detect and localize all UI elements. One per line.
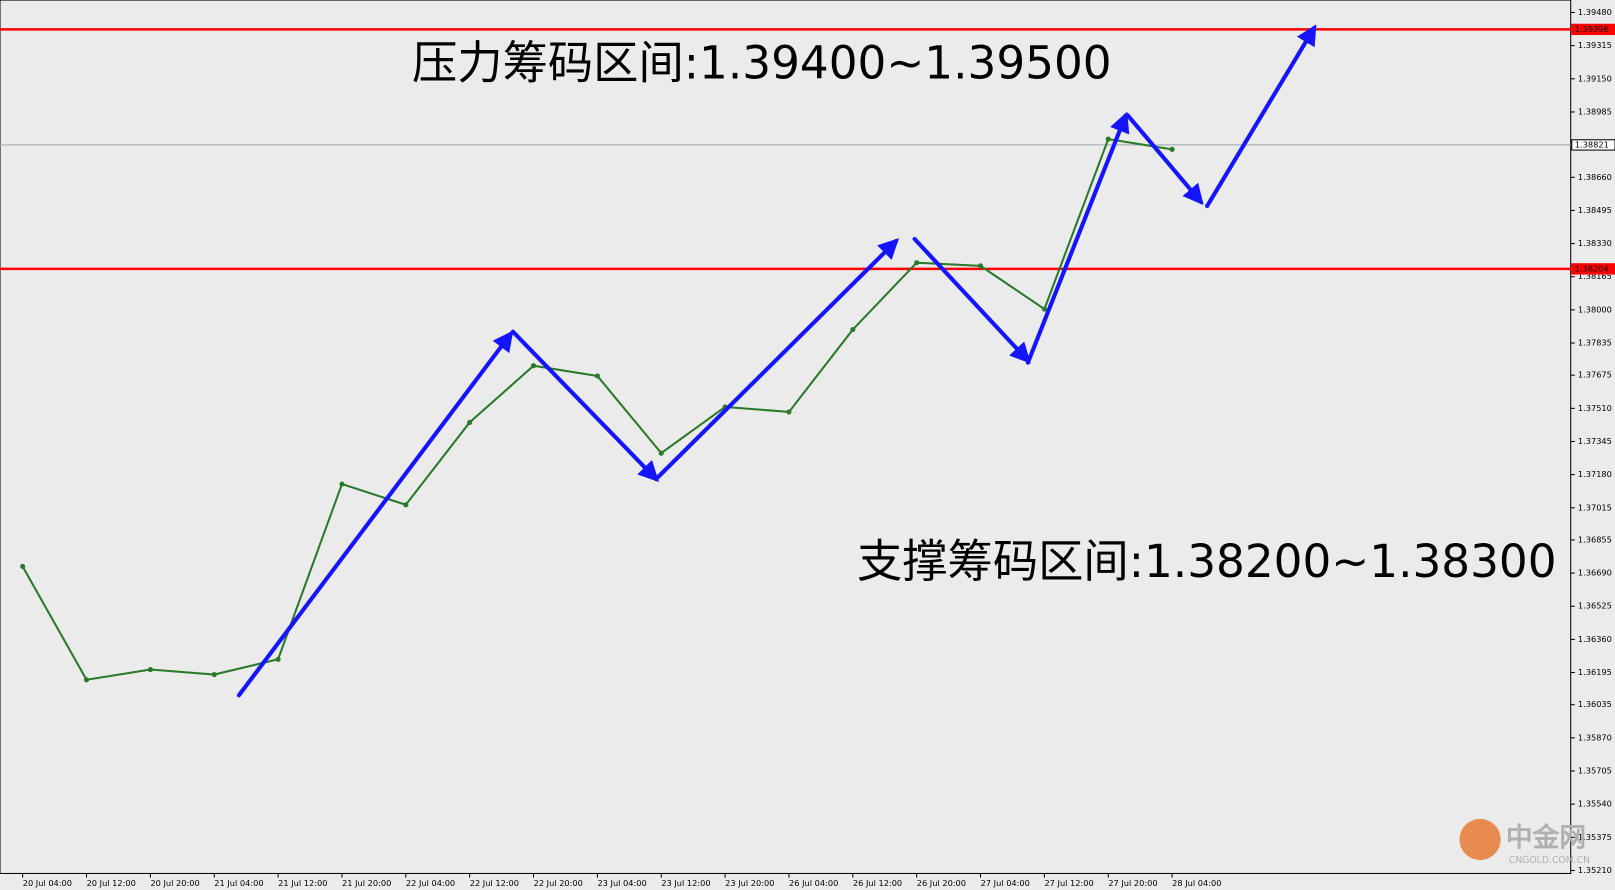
price-point bbox=[914, 260, 920, 266]
price-point bbox=[1169, 146, 1175, 152]
y-tick-label: 1.39480 bbox=[1578, 7, 1612, 17]
price-point bbox=[467, 419, 473, 425]
watermark: 中金网 bbox=[1506, 822, 1586, 854]
y-tick-label: 1.36525 bbox=[1578, 601, 1612, 611]
x-tick-label: 20 Jul 04:00 bbox=[23, 878, 72, 888]
y-tick-label: 1.38000 bbox=[1578, 304, 1612, 314]
y-tick-label: 1.35210 bbox=[1578, 865, 1612, 875]
x-tick-label: 27 Jul 12:00 bbox=[1044, 878, 1093, 888]
price-point bbox=[1105, 136, 1111, 142]
x-tick-label: 22 Jul 12:00 bbox=[470, 878, 519, 888]
y-tick-label: 1.35705 bbox=[1578, 765, 1612, 775]
y-tick-label: 1.37015 bbox=[1578, 502, 1612, 512]
x-tick-label: 21 Jul 12:00 bbox=[278, 878, 327, 888]
x-tick-label: 27 Jul 04:00 bbox=[981, 878, 1030, 888]
price-point bbox=[403, 502, 409, 508]
y-tick-label: 1.38330 bbox=[1578, 238, 1612, 248]
price-point bbox=[594, 373, 600, 379]
y-tick-label: 1.36360 bbox=[1578, 634, 1612, 644]
x-tick-label: 27 Jul 20:00 bbox=[1108, 878, 1157, 888]
resistance-annotation: 压力筹码区间:1.39400~1.39500 bbox=[412, 36, 1112, 89]
x-tick-label: 20 Jul 12:00 bbox=[87, 878, 136, 888]
y-tick-label: 1.35375 bbox=[1578, 832, 1612, 842]
x-tick-label: 23 Jul 04:00 bbox=[597, 878, 646, 888]
price-point bbox=[83, 677, 90, 683]
watermark-sub: CNGOLD.COM.CN bbox=[1509, 855, 1590, 866]
x-tick-label: 26 Jul 20:00 bbox=[917, 878, 966, 888]
level-label: 1.38204 bbox=[1575, 263, 1609, 273]
x-tick-label: 22 Jul 04:00 bbox=[406, 878, 455, 888]
price-point bbox=[658, 450, 664, 456]
y-tick-label: 1.37835 bbox=[1578, 338, 1612, 348]
x-tick-label: 22 Jul 20:00 bbox=[534, 878, 583, 888]
y-tick-label: 1.37345 bbox=[1578, 436, 1612, 446]
x-tick-label: 21 Jul 20:00 bbox=[342, 878, 391, 888]
y-tick-label: 1.39150 bbox=[1578, 73, 1612, 83]
x-tick-label: 28 Jul 04:00 bbox=[1172, 878, 1221, 888]
level-tag bbox=[1571, 139, 1615, 151]
price-point bbox=[1041, 306, 1047, 312]
level-label: 1.39396 bbox=[1575, 24, 1609, 34]
y-tick-label: 1.37510 bbox=[1578, 403, 1612, 413]
price-point bbox=[211, 671, 217, 678]
trend-arrows bbox=[236, 24, 1317, 698]
level-tag bbox=[1571, 263, 1615, 275]
y-tick-label: 1.38660 bbox=[1578, 172, 1612, 182]
price-point bbox=[147, 666, 153, 673]
y-tick-label: 1.35540 bbox=[1578, 799, 1612, 809]
price-point bbox=[786, 409, 792, 415]
price-point bbox=[275, 656, 281, 662]
level-label: 1.38821 bbox=[1575, 139, 1609, 149]
y-tick-label: 1.36855 bbox=[1578, 534, 1612, 544]
y-tick-label: 1.35870 bbox=[1578, 732, 1612, 742]
y-tick-label: 1.36035 bbox=[1578, 699, 1612, 709]
y-tick-label: 1.36195 bbox=[1578, 667, 1612, 677]
y-tick-label: 1.38165 bbox=[1578, 271, 1612, 281]
x-tick-label: 23 Jul 12:00 bbox=[661, 878, 710, 888]
x-tick-label: 23 Jul 20:00 bbox=[725, 878, 774, 888]
x-tick-label: 26 Jul 04:00 bbox=[789, 878, 838, 888]
y-tick-label: 1.36690 bbox=[1578, 568, 1612, 578]
y-tick-label: 1.37675 bbox=[1578, 370, 1612, 380]
price-point bbox=[20, 563, 26, 570]
x-tick-label: 20 Jul 20:00 bbox=[150, 878, 199, 888]
level-tag bbox=[1571, 23, 1615, 36]
y-tick-label: 1.38495 bbox=[1578, 205, 1612, 215]
price-point bbox=[977, 263, 984, 269]
price-point bbox=[339, 481, 345, 487]
y-tick-label: 1.38985 bbox=[1578, 106, 1612, 116]
price-point bbox=[530, 363, 537, 369]
x-tick-label: 21 Jul 04:00 bbox=[214, 878, 263, 888]
y-tick-label: 1.39315 bbox=[1578, 40, 1612, 50]
plot-area bbox=[0, 0, 1572, 874]
price-point bbox=[850, 326, 856, 333]
watermark-logo bbox=[1459, 818, 1501, 861]
x-tick-label: 26 Jul 12:00 bbox=[853, 878, 902, 888]
y-tick-label: 1.37180 bbox=[1578, 469, 1612, 479]
support-annotation: 支撑筹码区间:1.38200~1.38300 bbox=[857, 535, 1557, 588]
